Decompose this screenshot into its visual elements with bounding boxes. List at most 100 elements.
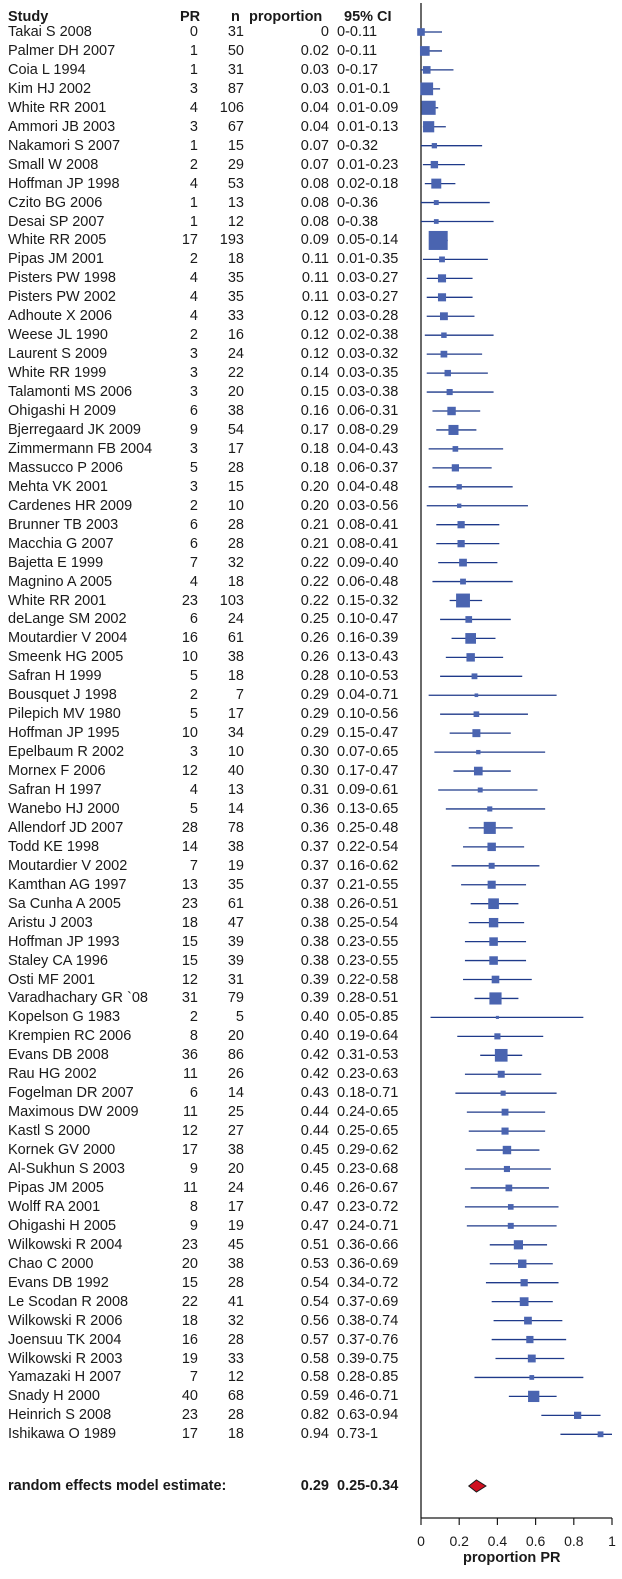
- study-proportion: 0.37: [300, 857, 329, 874]
- study-proportion: 0.09: [300, 232, 329, 249]
- table-row: Chao C 2000 20 38 0.53 0.36-0.69: [0, 1254, 420, 1274]
- study-ci: 0.23-0.63: [337, 1066, 399, 1083]
- study-proportion: 0.16: [300, 403, 329, 419]
- study-name: Hoffman JP 1998: [8, 175, 120, 192]
- table-row: deLange SM 2002 6 24 0.25 0.10-0.47: [0, 609, 420, 629]
- study-pr: 18: [181, 1312, 198, 1329]
- table-row: Moutardier V 2002 7 19 0.37 0.16-0.62: [0, 856, 420, 876]
- study-proportion: 0.38: [300, 895, 329, 912]
- study-pr: 9: [189, 1217, 198, 1234]
- study-marker: [501, 1108, 509, 1116]
- study-name: Maximous DW 2009: [8, 1104, 139, 1121]
- table-row: Wilkowski R 2004 23 45 0.51 0.36-0.66: [0, 1235, 420, 1255]
- summary-row: random effects model estimate: 0.29 0.25…: [0, 1475, 420, 1497]
- study-marker: [431, 143, 438, 149]
- study-name: Wilkowski R 2004: [8, 1236, 123, 1253]
- study-pr: 40: [181, 1388, 198, 1405]
- study-proportion: 0.03: [300, 80, 329, 97]
- study-n: 35: [227, 289, 244, 306]
- study-pr: 5: [189, 706, 198, 723]
- study-name: Laurent S 2009: [8, 346, 108, 363]
- study-name: Small W 2008: [8, 156, 99, 173]
- table-row: Rau HG 2002 11 26 0.42 0.23-0.63: [0, 1064, 420, 1084]
- study-n: 41: [227, 1293, 244, 1310]
- study-marker: [487, 806, 493, 812]
- study-n: 12: [227, 1369, 244, 1386]
- study-name: Allendorf JD 2007: [8, 819, 124, 836]
- study-n: 28: [227, 459, 244, 476]
- study-name: White RR 2005: [8, 232, 107, 249]
- study-proportion: 0.36: [300, 819, 329, 836]
- study-proportion: 0.45: [300, 1161, 329, 1177]
- study-n: 33: [227, 1350, 244, 1367]
- header-proportion: proportion: [249, 9, 323, 25]
- study-marker: [500, 1090, 506, 1096]
- study-name: Al-Sukhun S 2003: [8, 1161, 125, 1177]
- study-n: 33: [227, 308, 244, 325]
- study-marker: [489, 992, 502, 1005]
- study-marker: [421, 100, 436, 115]
- study-marker: [473, 766, 483, 776]
- study-proportion: 0.12: [300, 327, 329, 344]
- table-row: Hoffman JP 1993 15 39 0.38 0.23-0.55: [0, 932, 420, 952]
- study-n: 103: [219, 592, 244, 609]
- study-n: 86: [227, 1047, 244, 1064]
- study-ci: 0.25-0.65: [337, 1123, 399, 1140]
- study-pr: 14: [181, 838, 198, 855]
- study-pr: 1: [189, 137, 198, 154]
- study-n: 24: [227, 611, 244, 628]
- table-row: Todd KE 1998 14 38 0.37 0.22-0.54: [0, 837, 420, 857]
- study-proportion: 0.30: [300, 744, 329, 761]
- table-row: Ohigashi H 2005 9 19 0.47 0.24-0.71: [0, 1216, 420, 1236]
- study-pr: 2: [189, 687, 198, 704]
- study-n: 106: [219, 99, 244, 116]
- study-ci: 0.01-0.13: [337, 118, 399, 135]
- table-row: Zimmermann FB 2004 3 17 0.18 0.04-0.43: [0, 439, 420, 459]
- study-name: Sa Cunha A 2005: [8, 895, 121, 912]
- study-name: Mornex F 2006: [8, 763, 106, 780]
- study-proportion: 0.45: [300, 1142, 329, 1159]
- study-proportion: 0.11: [301, 270, 329, 287]
- study-marker: [473, 711, 480, 718]
- study-n: 13: [227, 782, 244, 798]
- study-marker: [507, 1204, 514, 1210]
- study-proportion: 0.31: [300, 782, 329, 798]
- study-ci: 0.36-0.66: [337, 1236, 399, 1253]
- study-pr: 36: [181, 1047, 198, 1064]
- study-proportion: 0.56: [300, 1312, 329, 1329]
- study-marker: [495, 1015, 499, 1019]
- study-name: Chao C 2000: [8, 1255, 94, 1272]
- study-n: 31: [227, 61, 244, 78]
- study-proportion: 0.26: [300, 630, 329, 647]
- study-n: 45: [227, 1236, 244, 1253]
- study-ci: 0.23-0.55: [337, 933, 399, 950]
- table-row: Mehta VK 2001 3 15 0.20 0.04-0.48: [0, 477, 420, 497]
- study-pr: 11: [182, 1066, 198, 1083]
- study-ci: 0.03-0.38: [337, 384, 399, 401]
- study-marker: [465, 633, 477, 644]
- table-row: White RR 2001 4 106 0.04 0.01-0.09: [0, 98, 420, 118]
- study-marker: [476, 749, 481, 755]
- study-n: 68: [227, 1388, 244, 1405]
- table-row: Wanebo HJ 2000 5 14 0.36 0.13-0.65: [0, 799, 420, 819]
- study-pr: 5: [189, 459, 198, 476]
- study-name: Desai SP 2007: [8, 213, 105, 230]
- study-proportion: 0.08: [300, 194, 329, 211]
- study-ci: 0.22-0.58: [337, 971, 399, 988]
- study-marker: [513, 1240, 523, 1250]
- study-marker: [437, 274, 447, 283]
- header-n: n: [231, 9, 240, 25]
- study-n: 18: [227, 573, 244, 590]
- study-name: Snady H 2000: [8, 1388, 100, 1405]
- study-pr: 23: [181, 895, 198, 912]
- study-proportion: 0.54: [300, 1274, 329, 1291]
- study-marker: [494, 1033, 501, 1040]
- study-marker: [526, 1335, 534, 1344]
- x-tick-label: 0.4: [488, 1533, 508, 1549]
- study-n: 87: [227, 80, 244, 97]
- table-row: Takai S 2008 0 31 0 0-0.11: [0, 22, 420, 42]
- study-n: 20: [227, 384, 244, 401]
- study-name: Hoffman JP 1995: [8, 725, 120, 742]
- study-proportion: 0.20: [300, 478, 329, 495]
- table-row: Smeenk HG 2005 10 38 0.26 0.13-0.43: [0, 647, 420, 667]
